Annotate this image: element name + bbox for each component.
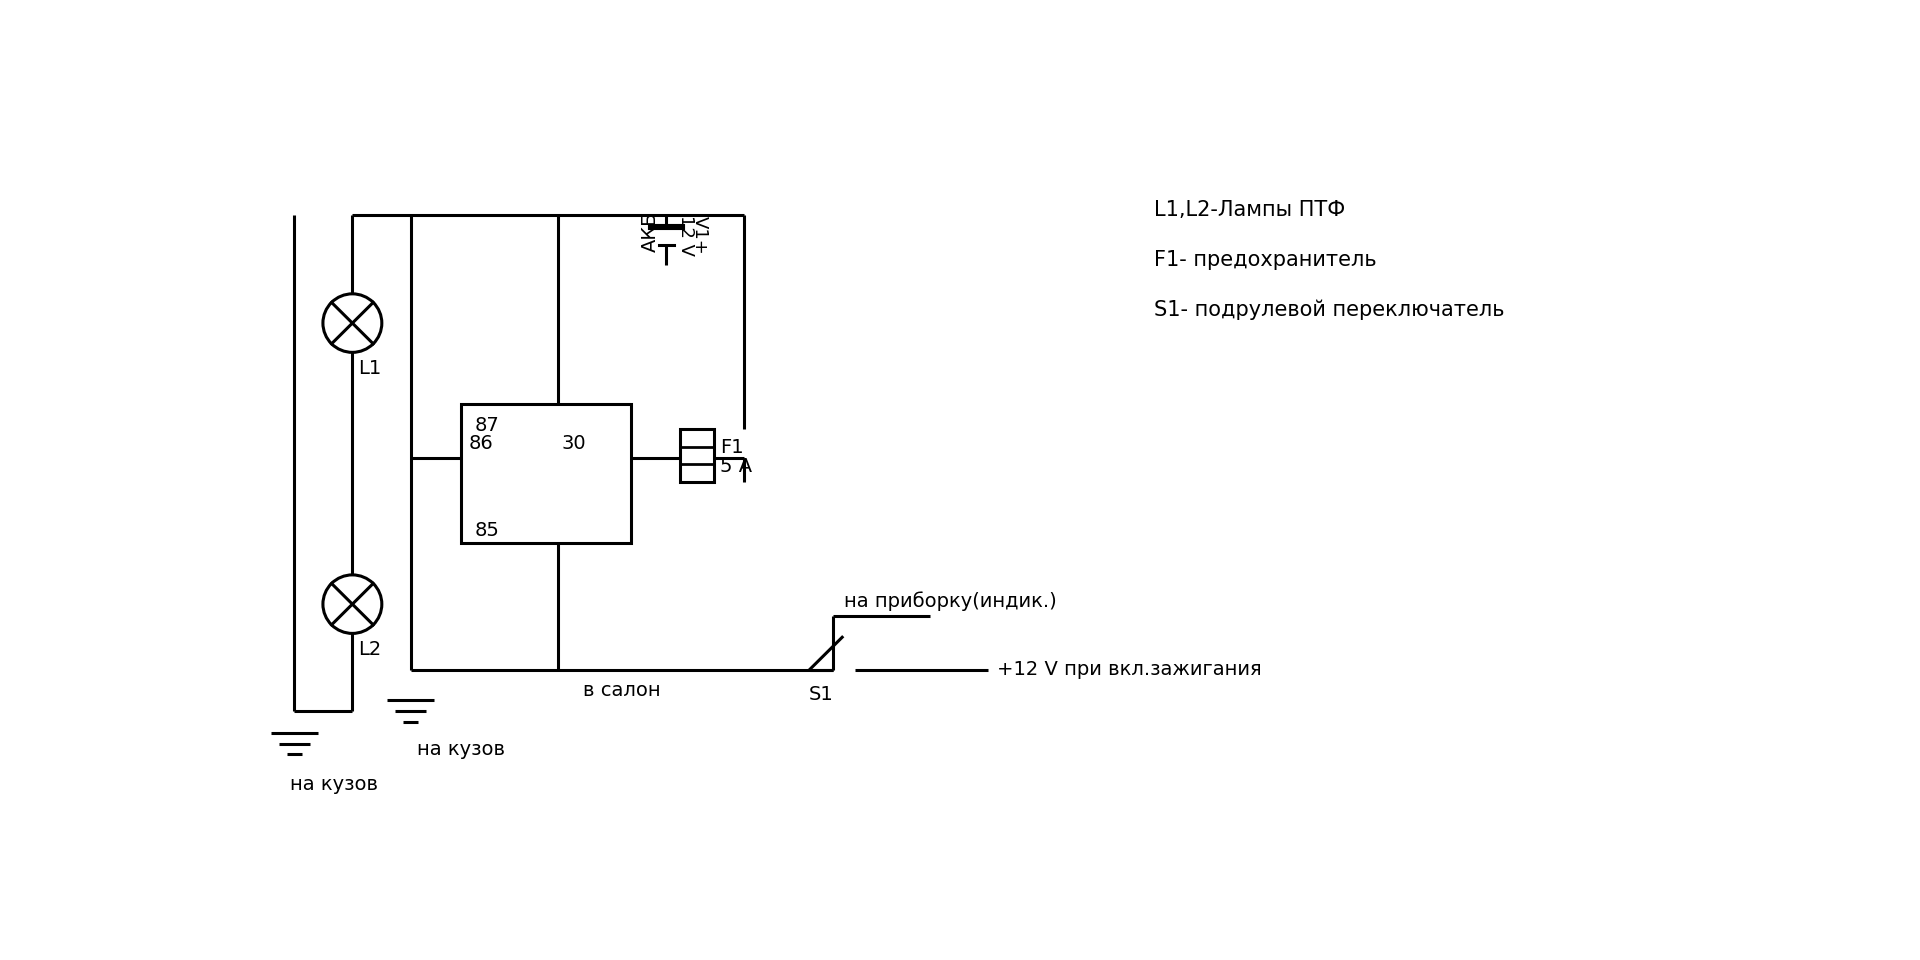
Text: в салон: в салон [584, 682, 660, 700]
Text: +12 V при вкл.зажигания: +12 V при вкл.зажигания [996, 660, 1261, 679]
Bar [680, 429, 714, 482]
Text: на кузов: на кузов [290, 775, 378, 794]
Text: 5 А: 5 А [720, 457, 753, 476]
Text: L1: L1 [359, 358, 382, 377]
Text: L1,L2-Лампы ПТФ: L1,L2-Лампы ПТФ [1154, 200, 1346, 220]
Text: 86: 86 [468, 434, 493, 453]
Text: L2: L2 [359, 639, 382, 659]
Text: 87: 87 [474, 416, 499, 435]
Text: F1- предохранитель: F1- предохранитель [1154, 250, 1377, 270]
Text: АКБ: АКБ [641, 211, 660, 252]
Text: S1- подрулевой переключатель: S1- подрулевой переключатель [1154, 300, 1505, 321]
Text: на кузов: на кузов [417, 740, 505, 759]
Text: 85: 85 [474, 521, 499, 540]
Text: на приборку(индик.): на приборку(индик.) [845, 591, 1058, 612]
Bar [461, 404, 632, 542]
Text: V1+: V1+ [691, 216, 708, 255]
Text: 30: 30 [563, 434, 586, 453]
Text: S1: S1 [808, 685, 833, 704]
Text: F1: F1 [720, 439, 745, 457]
Text: 12 V: 12 V [678, 215, 695, 256]
